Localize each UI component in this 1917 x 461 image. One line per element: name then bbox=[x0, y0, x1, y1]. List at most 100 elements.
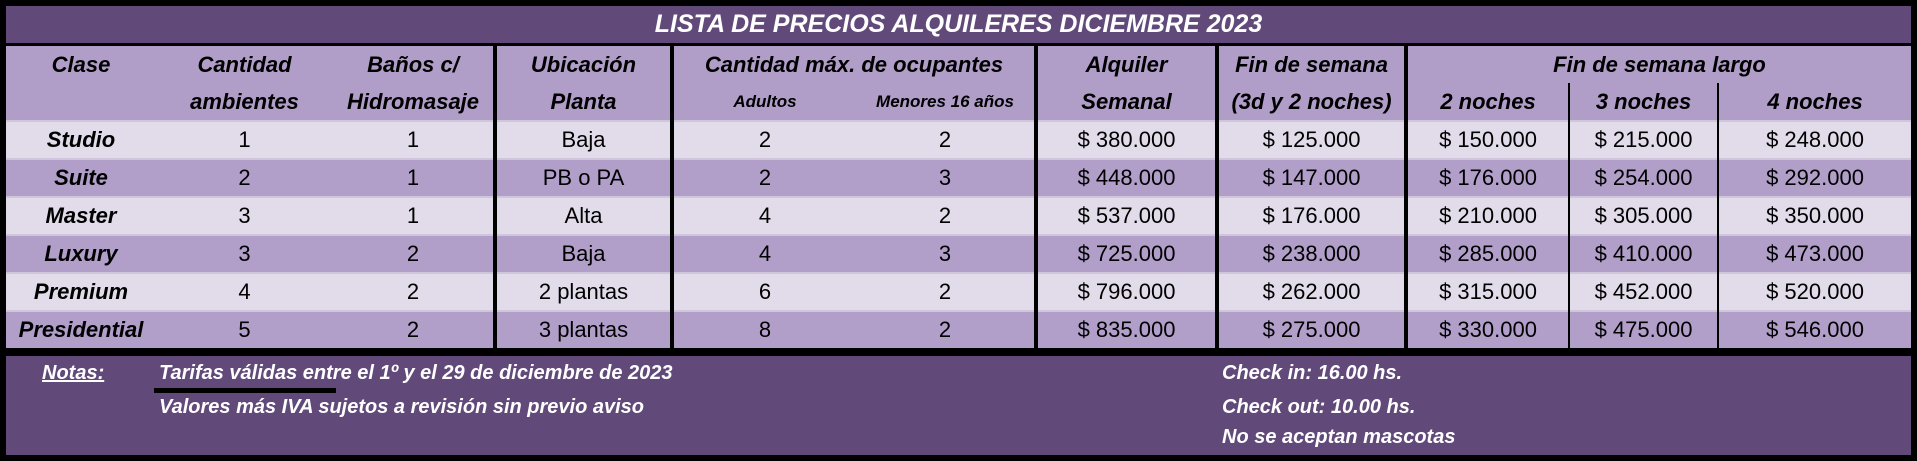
cell-ubicacion: 3 plantas bbox=[493, 310, 672, 348]
header-ubicacion-2: Planta bbox=[493, 83, 672, 121]
cell-clase: Master bbox=[6, 196, 156, 235]
cell-largo-2-noches: $ 330.000 bbox=[1404, 310, 1570, 348]
header-adultos: Adultos bbox=[670, 83, 856, 121]
cell-ambientes: 5 bbox=[156, 310, 333, 348]
cell-ubicacion: Baja bbox=[493, 120, 672, 159]
header-ambientes: Cantidad bbox=[156, 46, 333, 83]
note-checkout: Check out: 10.00 hs. bbox=[1222, 396, 1416, 418]
notes-panel: Notas: Tarifas válidas entre el 1º y el … bbox=[6, 356, 1911, 455]
cell-fin-de-semana: $ 147.000 bbox=[1215, 158, 1407, 197]
cell-banos: 2 bbox=[333, 234, 495, 273]
cell-adultos: 4 bbox=[670, 234, 856, 273]
cell-fin-de-semana: $ 125.000 bbox=[1215, 120, 1407, 159]
table-row: Master 3 1 Alta 4 2 $ 537.000 $ 176.000 $ 210.00… bbox=[6, 196, 1912, 235]
cell-ambientes: 3 bbox=[156, 234, 333, 273]
header-clase: Clase bbox=[6, 46, 156, 83]
cell-alquiler-semanal: $ 537.000 bbox=[1034, 196, 1218, 235]
cell-adultos: 2 bbox=[670, 120, 856, 159]
header-banos: Baños c/ bbox=[333, 46, 495, 83]
cell-alquiler-semanal: $ 796.000 bbox=[1034, 272, 1218, 311]
header-row-2: ambientes Hidromasaje Planta Adultos Men… bbox=[6, 83, 1912, 121]
price-table: Clase Cantidad Baños c/ Ubicación Cantid… bbox=[6, 46, 1912, 348]
header-3-noches: 3 noches bbox=[1568, 83, 1719, 121]
cell-adultos: 6 bbox=[670, 272, 856, 311]
cell-ubicacion: 2 plantas bbox=[493, 272, 672, 311]
cell-alquiler-semanal: $ 835.000 bbox=[1034, 310, 1218, 348]
cell-largo-2-noches: $ 150.000 bbox=[1404, 120, 1570, 159]
table-row: Premium 4 2 2 plantas 6 2 $ 796.000 $ 262.000 $ … bbox=[6, 272, 1912, 311]
cell-largo-2-noches: $ 210.000 bbox=[1404, 196, 1570, 235]
cell-adultos: 2 bbox=[670, 158, 856, 197]
cell-ambientes: 3 bbox=[156, 196, 333, 235]
note-dates: Tarifas válidas entre el 1º y el 29 de d… bbox=[159, 362, 673, 384]
cell-clase: Presidential bbox=[6, 310, 156, 348]
cell-largo-3-noches: $ 215.000 bbox=[1568, 120, 1719, 159]
header-ocupantes: Cantidad máx. de ocupantes bbox=[669, 46, 1037, 83]
header-4-noches: 4 noches bbox=[1717, 83, 1912, 121]
cell-menores: 2 bbox=[856, 310, 1037, 348]
cell-menores: 2 bbox=[856, 196, 1037, 235]
cell-largo-4-noches: $ 248.000 bbox=[1717, 120, 1912, 159]
note-pets: No se aceptan mascotas bbox=[1222, 426, 1456, 448]
header-finde: Fin de semana bbox=[1215, 46, 1407, 83]
cell-adultos: 8 bbox=[670, 310, 856, 348]
notes-label: Notas: bbox=[42, 362, 105, 384]
table-row: Presidential 5 2 3 plantas 8 2 $ 835.000 $ 275.… bbox=[6, 310, 1912, 348]
cell-clase: Luxury bbox=[6, 234, 156, 273]
cell-menores: 2 bbox=[856, 272, 1037, 311]
cell-alquiler-semanal: $ 380.000 bbox=[1034, 120, 1218, 159]
cell-ambientes: 1 bbox=[156, 120, 333, 159]
cell-alquiler-semanal: $ 448.000 bbox=[1034, 158, 1218, 197]
cell-clase: Studio bbox=[6, 120, 156, 159]
cell-largo-3-noches: $ 475.000 bbox=[1568, 310, 1719, 348]
cell-largo-4-noches: $ 473.000 bbox=[1717, 234, 1912, 273]
cell-largo-2-noches: $ 176.000 bbox=[1404, 158, 1570, 197]
header-menores: Menores 16 años bbox=[856, 83, 1037, 121]
page-title: LISTA DE PRECIOS ALQUILERES DICIEMBRE 20… bbox=[6, 6, 1911, 43]
cell-ubicacion: PB o PA bbox=[493, 158, 672, 197]
header-alquiler-2: Semanal bbox=[1034, 83, 1218, 121]
cell-banos: 2 bbox=[333, 310, 495, 348]
table-row: Studio 1 1 Baja 2 2 $ 380.000 $ 125.000 $ 150.00… bbox=[6, 120, 1912, 159]
note-checkin: Check in: 16.00 hs. bbox=[1222, 362, 1403, 384]
header-row-1: Clase Cantidad Baños c/ Ubicación Cantid… bbox=[6, 46, 1912, 83]
cell-largo-4-noches: $ 546.000 bbox=[1717, 310, 1912, 348]
header-finde-2: (3d y 2 noches) bbox=[1215, 83, 1407, 121]
cell-largo-2-noches: $ 315.000 bbox=[1404, 272, 1570, 311]
header-clase-blank bbox=[6, 83, 156, 121]
cell-ambientes: 2 bbox=[156, 158, 333, 197]
cell-ubicacion: Baja bbox=[493, 234, 672, 273]
cell-fin-de-semana: $ 262.000 bbox=[1215, 272, 1407, 311]
cell-largo-4-noches: $ 350.000 bbox=[1717, 196, 1912, 235]
cell-banos: 1 bbox=[333, 120, 495, 159]
cell-menores: 3 bbox=[856, 158, 1037, 197]
underline-mark bbox=[154, 388, 336, 393]
cell-menores: 2 bbox=[856, 120, 1037, 159]
cell-ambientes: 4 bbox=[156, 272, 333, 311]
cell-fin-de-semana: $ 176.000 bbox=[1215, 196, 1407, 235]
cell-largo-3-noches: $ 305.000 bbox=[1568, 196, 1719, 235]
table-row: Suite 2 1 PB o PA 2 3 $ 448.000 $ 147.000 $ 176.… bbox=[6, 158, 1912, 197]
cell-ubicacion: Alta bbox=[493, 196, 672, 235]
cell-alquiler-semanal: $ 725.000 bbox=[1034, 234, 1218, 273]
cell-largo-4-noches: $ 520.000 bbox=[1717, 272, 1912, 311]
cell-adultos: 4 bbox=[670, 196, 856, 235]
table-row: Luxury 3 2 Baja 4 3 $ 725.000 $ 238.000 $ 285.00… bbox=[6, 234, 1912, 273]
header-largo: Fin de semana largo bbox=[1404, 46, 1912, 83]
cell-banos: 1 bbox=[333, 196, 495, 235]
cell-fin-de-semana: $ 275.000 bbox=[1215, 310, 1407, 348]
cell-largo-2-noches: $ 285.000 bbox=[1404, 234, 1570, 273]
header-banos-2: Hidromasaje bbox=[333, 83, 495, 121]
cell-clase: Suite bbox=[6, 158, 156, 197]
header-alquiler: Alquiler bbox=[1034, 46, 1218, 83]
cell-banos: 2 bbox=[333, 272, 495, 311]
cell-fin-de-semana: $ 238.000 bbox=[1215, 234, 1407, 273]
cell-largo-3-noches: $ 452.000 bbox=[1568, 272, 1719, 311]
cell-largo-3-noches: $ 254.000 bbox=[1568, 158, 1719, 197]
cell-largo-3-noches: $ 410.000 bbox=[1568, 234, 1719, 273]
note-iva: Valores más IVA sujetos a revisión sin p… bbox=[159, 396, 645, 418]
header-ubicacion: Ubicación bbox=[493, 46, 672, 83]
header-ambientes-2: ambientes bbox=[156, 83, 333, 121]
cell-menores: 3 bbox=[856, 234, 1037, 273]
cell-clase: Premium bbox=[6, 272, 156, 311]
